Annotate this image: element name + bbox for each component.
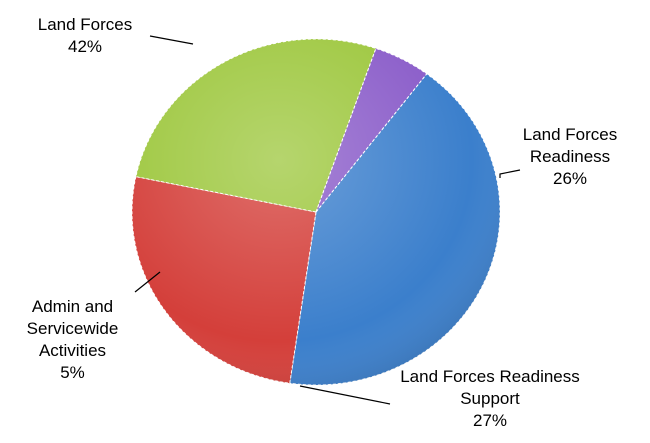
value-label: 26% xyxy=(552,169,588,188)
value-label: 27% xyxy=(472,411,508,430)
pie-slice xyxy=(131,176,317,384)
slice-label: Land Forces Readiness Support 27% xyxy=(380,366,600,432)
slice-label: Land Forces Readiness 26% xyxy=(505,124,635,190)
category-label: Land Forces xyxy=(37,15,133,34)
leader-line xyxy=(134,271,161,293)
leader-line xyxy=(499,169,521,178)
value-label: 42% xyxy=(67,37,103,56)
category-label: Land Forces Readiness Support xyxy=(400,367,580,408)
slice-label: Admin and Servicewide Activities 5% xyxy=(10,296,135,384)
category-label: Admin and Servicewide Activities xyxy=(26,297,119,360)
leader-line xyxy=(299,385,391,405)
leader-line xyxy=(149,35,194,45)
slice-label: Land Forces 42% xyxy=(10,14,160,58)
category-label: Land Forces Readiness xyxy=(522,125,618,166)
value-label: 5% xyxy=(60,363,85,382)
